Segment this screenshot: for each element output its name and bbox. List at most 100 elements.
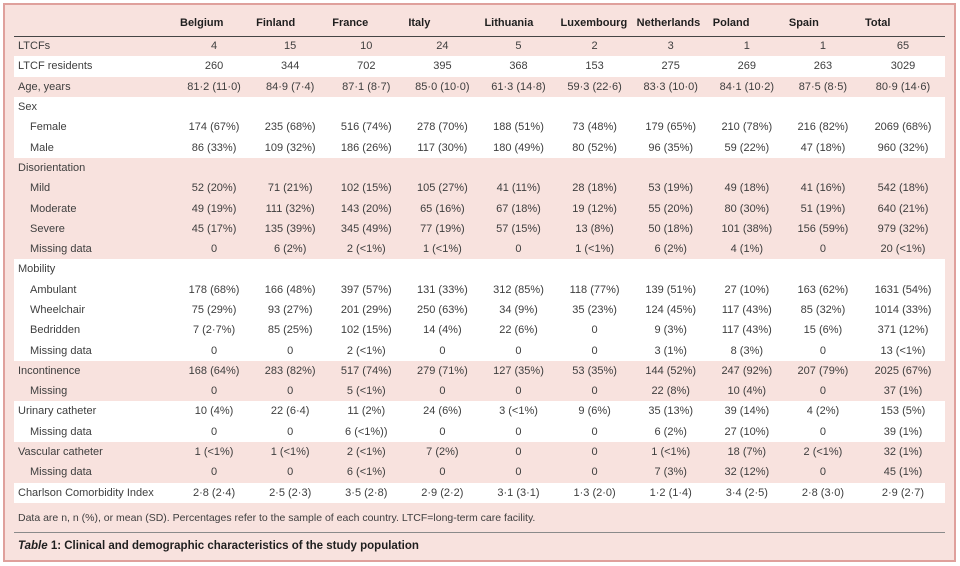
column-header: France [328,5,405,37]
cell: 13 (<1%) [880,344,926,357]
table-row: LTCFs 4 15 10 24 5 2 3 1 1 65 [14,36,945,57]
cell [785,158,861,178]
cell: 80 (52%) [572,141,617,154]
table-row: Severe 45 (17%) 135 (39%) 345 (49%) 77 (19%)… [14,218,945,239]
table-header: Belgium Finland France Italy Lithuania Luxemb… [14,5,945,37]
cell: 1 (<1%) [575,243,615,256]
cell [861,158,945,178]
cell: 124 (45%) [645,304,697,316]
column-header: Italy [404,5,481,37]
cell: 65 [896,40,910,53]
cell: 39 (14%) [724,405,770,418]
cell: 2 [591,40,598,53]
cell: 1 (<1%) [194,446,234,459]
cell: 139 (51%) [645,283,697,296]
cell: 3·5 (2·8) [345,486,388,499]
table-row: Bedridden 7 (2·7%) 85 (25%) 102 (15%) 14 (4%… [14,320,945,341]
cell: 4 (2%) [806,405,840,418]
column-header: Netherlands [632,5,709,37]
cell: 517 (74%) [340,364,392,377]
cell: 4 (1%) [730,243,764,256]
cell: 1·3 (2·0) [573,486,616,499]
cell: 14 (4%) [423,324,462,337]
cell: 59 (22%) [724,141,770,154]
cell: 10 [360,40,373,53]
cell: 174 (67%) [188,121,240,134]
row-label: Moderate [30,202,77,215]
cell [176,97,252,117]
cell: 1 [819,40,826,53]
cell: 0 [515,425,522,438]
cell: 143 (20%) [340,202,392,215]
cell: 269 [737,60,756,73]
cell: 77 (19%) [420,222,465,235]
column-header: Luxembourg [556,5,633,37]
cell [709,97,785,117]
cell: 188 (51%) [493,121,544,134]
cell: 22 (6·4) [270,405,310,418]
cell: 542 (18%) [877,182,929,195]
column-header: Finland [252,5,329,37]
cell: 51 (19%) [800,202,846,215]
cell: 395 [433,60,452,73]
row-label: Wheelchair [30,304,86,316]
cell: 22 (8%) [651,385,690,398]
cell [480,97,556,117]
cell [861,259,945,279]
cell: 2·8 (3·0) [801,486,845,499]
cell: 47 (18%) [800,141,846,154]
cell: 10 (4%) [194,405,234,418]
column-header: Poland [708,5,785,37]
cell: 1 (<1%) [422,243,462,256]
table-caption: Table 1: Clinical and demographic charac… [14,533,945,560]
cell [557,259,633,279]
row-label: Bedridden [30,324,81,337]
cell [785,259,861,279]
cell: 0 [591,344,598,357]
cell: 207 (79%) [797,364,849,377]
cell: 0 [515,344,522,357]
cell: 57 (15%) [496,222,541,235]
cell: 312 (85%) [493,283,544,296]
cell [252,97,328,117]
row-label: LTCF residents [18,60,93,73]
cell: 20 (<1%) [880,243,926,256]
caption-number: 1: [50,539,62,552]
cell: 6 (<1%)) [345,425,388,438]
cell: 163 (62%) [797,283,849,296]
cell: 87·5 (8·5) [798,80,848,93]
cell: 84·9 (7·4) [266,80,315,93]
cell: 0 [515,243,522,256]
cell: 65 (16%) [420,202,465,215]
cell: 71 (21%) [267,182,313,195]
cell: 117 (30%) [417,141,468,154]
cell: 27 (10%) [724,283,770,296]
cell: 59·3 (22·6) [567,80,622,93]
cell: 45 (1%) [883,466,923,479]
cell [633,97,709,117]
cell: 24 [436,40,449,53]
cell: 0 [439,425,446,438]
cell [633,259,709,279]
table-row: Wheelchair 75 (29%) 93 (27%) 201 (29%) 250 (… [14,299,945,321]
table-row: Incontinence 168 (64%) 283 (82%) 517 (74%) 2… [14,360,945,382]
cell: 3 (<1%) [499,405,538,418]
cell: 6 (2%) [654,243,687,256]
row-label: Missing data [30,344,92,357]
cell: 371 (12%) [877,324,929,337]
cell: 4 [210,40,218,53]
row-label: Female [30,121,67,134]
cell: 55 (20%) [648,202,694,215]
cell: 75 (29%) [191,304,237,316]
caption-divider [14,531,945,533]
cell [785,97,861,117]
cell: 50 (18%) [648,222,694,235]
cell: 2025 (67%) [874,364,932,377]
cell: 0 [210,466,218,479]
cell: 35 (23%) [572,304,617,316]
cell: 0 [591,466,598,479]
cell [176,158,252,178]
cell: 2069 (68%) [874,121,932,134]
cell: 0 [210,385,218,398]
cell: 5 [515,40,522,53]
